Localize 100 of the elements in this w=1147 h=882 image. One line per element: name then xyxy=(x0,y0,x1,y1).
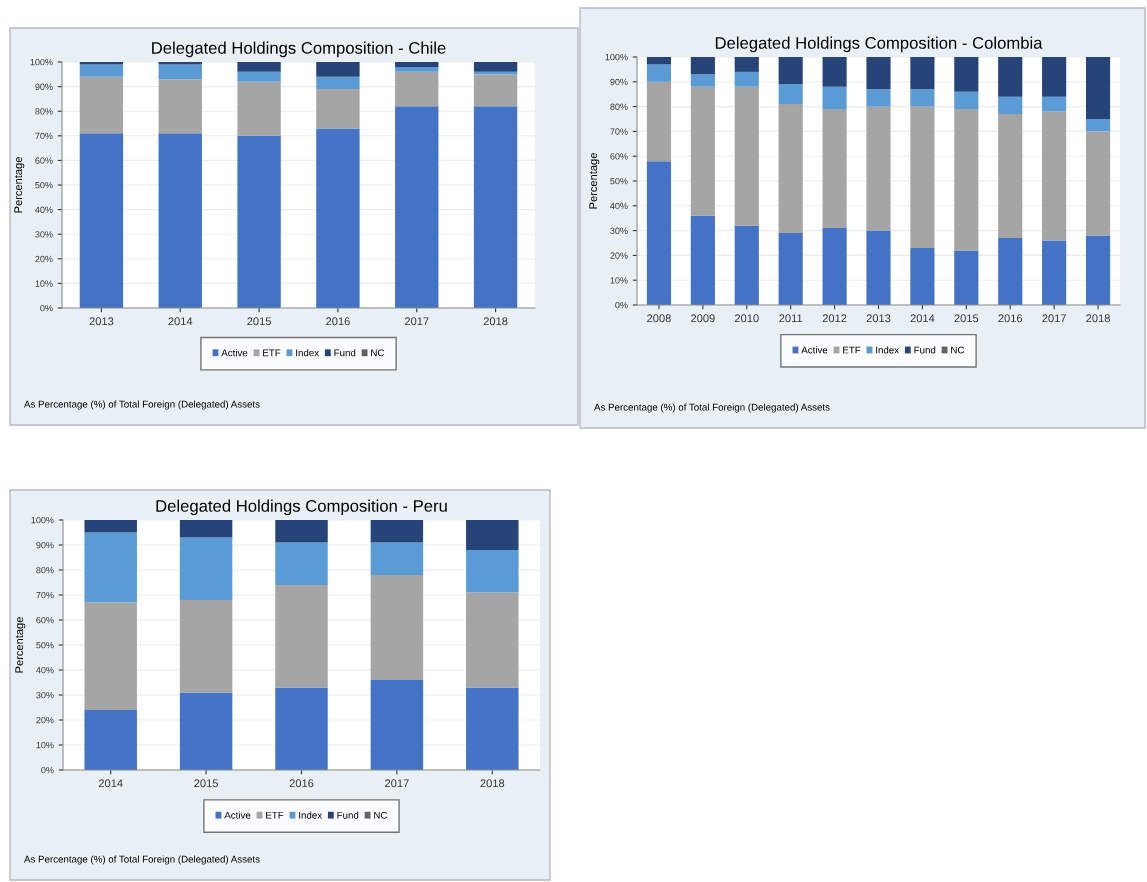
y-tick-label: 60% xyxy=(610,153,628,160)
bar xyxy=(910,247,935,305)
bar xyxy=(734,225,759,305)
y-tick-label: 70% xyxy=(610,128,628,135)
x-tick-label: 2016 xyxy=(326,317,350,326)
bar xyxy=(316,76,360,90)
x-tick-label: 2018 xyxy=(1086,314,1110,323)
x-tick-label: 2018 xyxy=(483,317,508,326)
y-tick-label: 30% xyxy=(36,691,54,699)
bar xyxy=(84,710,137,770)
bar xyxy=(275,520,328,543)
bar xyxy=(370,520,424,543)
bar xyxy=(822,57,847,87)
x-tick-label: 2015 xyxy=(954,314,979,323)
legend-label: ETF xyxy=(266,811,284,819)
bar xyxy=(998,114,1023,239)
bar xyxy=(466,550,519,593)
y-tick-label: 10% xyxy=(35,280,53,287)
bar xyxy=(370,542,424,575)
y-tick-label: 100% xyxy=(31,516,54,524)
bar xyxy=(473,62,518,72)
bar xyxy=(998,96,1023,115)
bar xyxy=(79,64,124,77)
bar xyxy=(179,600,233,693)
chart-title: Delegated Holdings Composition - Colombia xyxy=(715,36,1043,53)
legend-label: NC xyxy=(374,811,388,819)
y-tick-label: 100% xyxy=(605,53,628,61)
bar xyxy=(690,86,715,216)
bar xyxy=(237,71,281,82)
x-tick-label: 2015 xyxy=(247,317,271,326)
x-tick-label: 2010 xyxy=(734,314,759,323)
bar xyxy=(778,84,803,105)
bar xyxy=(179,692,233,770)
legend-label: Active xyxy=(801,346,828,354)
y-tick-label: 100% xyxy=(30,58,53,66)
x-tick-label: 2014 xyxy=(910,314,935,323)
y-tick-label: 70% xyxy=(35,132,53,140)
bar xyxy=(473,74,518,107)
y-tick-label: 0% xyxy=(41,766,54,774)
bar xyxy=(1085,235,1111,305)
y-tick-label: 30% xyxy=(610,227,628,234)
y-tick-label: 30% xyxy=(35,231,53,238)
bar xyxy=(179,537,233,600)
bar xyxy=(1042,240,1067,305)
legend-label: ETF xyxy=(263,349,281,357)
y-tick-label: 40% xyxy=(36,666,54,674)
text: As Percentage (%) of Total Foreign (Delegated) Assets xyxy=(24,855,260,865)
legend-label: NC xyxy=(951,346,965,354)
bar xyxy=(237,135,281,308)
bar xyxy=(822,228,847,305)
text: As Percentage (%) of Total Foreign (Delegated) Assets xyxy=(594,403,830,413)
bar xyxy=(646,57,672,65)
y-tick-label: 0% xyxy=(40,304,53,312)
y-tick-label: 80% xyxy=(36,566,54,574)
bar xyxy=(316,89,360,129)
bar xyxy=(370,680,424,770)
bar xyxy=(473,106,518,308)
y-tick-label: 70% xyxy=(36,591,54,599)
bar xyxy=(910,106,935,248)
bar xyxy=(866,89,891,107)
y-tick-label: 90% xyxy=(610,78,628,86)
bar xyxy=(954,109,979,251)
y-tick-label: 60% xyxy=(36,616,54,624)
bar xyxy=(778,57,803,85)
bar xyxy=(998,57,1023,97)
y-axis-title: Percentage xyxy=(14,157,25,213)
bar xyxy=(690,215,715,305)
bar xyxy=(158,64,202,80)
bar xyxy=(778,233,803,305)
x-tick-label: 2013 xyxy=(866,314,891,323)
bar xyxy=(1085,131,1111,236)
bar xyxy=(954,250,979,305)
bar xyxy=(1042,96,1067,112)
x-tick-label: 2014 xyxy=(168,317,193,326)
bar xyxy=(1085,57,1111,119)
y-tick-label: 20% xyxy=(610,252,628,259)
x-tick-label: 2013 xyxy=(89,317,114,326)
bar xyxy=(84,520,137,533)
bar xyxy=(690,74,715,87)
bar xyxy=(646,161,672,305)
chart-title: Delegated Holdings Composition - Peru xyxy=(156,499,447,516)
legend-label: Fund xyxy=(334,349,356,357)
x-tick-label: 2012 xyxy=(822,314,847,323)
bar xyxy=(466,520,519,550)
bar xyxy=(954,57,979,92)
y-tick-label: 20% xyxy=(35,255,53,263)
legend-label: NC xyxy=(371,349,385,357)
legend-label: Fund xyxy=(914,346,936,354)
bar xyxy=(395,62,439,67)
bar xyxy=(646,64,672,82)
bar xyxy=(822,86,847,110)
y-tick-label: 90% xyxy=(35,83,53,90)
chart-title: Delegated Holdings Composition - Chile xyxy=(152,41,446,58)
bar xyxy=(734,57,759,72)
bar xyxy=(79,76,124,134)
bar xyxy=(866,230,891,305)
x-tick-label: 2016 xyxy=(998,314,1023,323)
y-axis-title: Percentage xyxy=(15,617,26,673)
text: As Percentage (%) of Total Foreign (Delegated) Assets xyxy=(24,400,260,410)
bar xyxy=(84,602,137,710)
